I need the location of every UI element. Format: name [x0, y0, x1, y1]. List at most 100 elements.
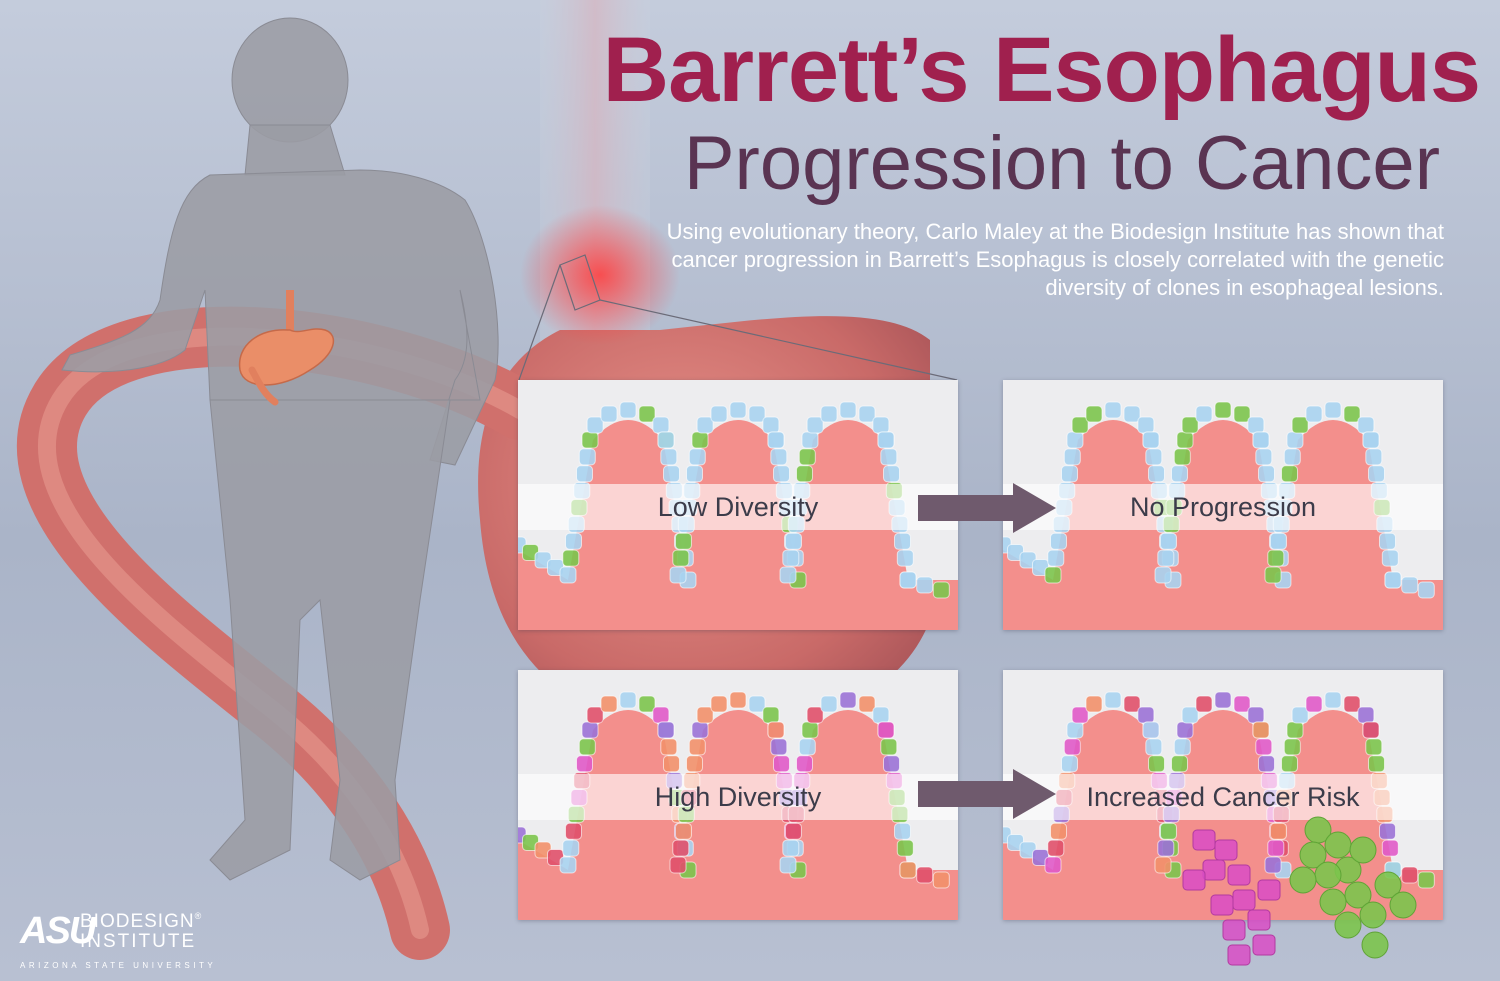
tumor-clusters [1182, 816, 1417, 966]
cell [1104, 401, 1122, 419]
cell [1379, 532, 1396, 550]
cell [877, 431, 895, 449]
logo-biodesign-word: BIODESIGN [80, 911, 195, 932]
cell [663, 465, 680, 483]
cell [688, 448, 706, 466]
logo-university-text: ARIZONA STATE UNIVERSITY [20, 961, 217, 970]
cell [1252, 721, 1270, 739]
cell [657, 721, 675, 739]
cell [1343, 405, 1361, 423]
cell [1171, 465, 1188, 483]
cell [559, 856, 577, 874]
cell [1233, 695, 1251, 713]
description-text: Using evolutionary theory, Carlo Maley a… [666, 219, 1444, 300]
cell [1181, 416, 1199, 434]
cell [1063, 738, 1081, 756]
logo-registered-mark: ® [194, 911, 203, 921]
cell [562, 839, 580, 857]
cell [770, 738, 788, 756]
cell [1047, 549, 1065, 567]
cell [1071, 416, 1089, 434]
cell [1066, 431, 1084, 449]
cell [798, 738, 816, 756]
cell [562, 549, 580, 567]
cell [660, 738, 678, 756]
cell [796, 755, 813, 773]
cell [896, 549, 914, 567]
cell [1291, 706, 1309, 724]
cell [1264, 856, 1282, 874]
cell [1362, 721, 1380, 739]
cell [1255, 448, 1273, 466]
cell [858, 405, 876, 423]
cell [1247, 416, 1265, 434]
cell [779, 566, 797, 584]
cell [770, 448, 788, 466]
cell [1157, 549, 1175, 567]
cell [669, 566, 687, 584]
cell [672, 549, 690, 567]
cell [1343, 695, 1361, 713]
cell [883, 755, 900, 773]
cell [652, 706, 670, 724]
cell [1173, 738, 1191, 756]
cell [1171, 755, 1188, 773]
cell [1044, 566, 1062, 584]
page-title: Barrett’s Esophagus [602, 19, 1481, 121]
cell [782, 839, 800, 857]
cell [586, 416, 604, 434]
panel-no-progression: No Progression [1003, 380, 1443, 630]
cell [1286, 431, 1304, 449]
panel-label-increased-cancer-risk: Increased Cancer Risk [1003, 774, 1443, 820]
arrow-right-icon [918, 483, 1056, 533]
cell [801, 721, 819, 739]
cell [1047, 839, 1065, 857]
cell [916, 576, 934, 594]
cell [696, 416, 714, 434]
cell [1283, 738, 1301, 756]
cell [1148, 465, 1165, 483]
cell [710, 695, 728, 713]
cell [1195, 405, 1213, 423]
cell [798, 448, 816, 466]
cell [1401, 576, 1419, 594]
cell [762, 706, 780, 724]
cell [729, 401, 747, 419]
cell [839, 401, 857, 419]
cell [565, 532, 582, 550]
cell [1214, 401, 1232, 419]
cell [932, 581, 950, 599]
cell [1137, 416, 1155, 434]
cell [1270, 822, 1287, 840]
cell [586, 706, 604, 724]
cell [785, 822, 802, 840]
cell [1267, 549, 1285, 567]
cell [767, 721, 785, 739]
cell [748, 695, 766, 713]
cell [1157, 839, 1175, 857]
logo-institute-text: INSTITUTE [80, 931, 197, 952]
cell [773, 755, 790, 773]
cell [710, 405, 728, 423]
cell [669, 856, 687, 874]
cell [1050, 532, 1067, 550]
cell [1281, 465, 1298, 483]
cell [1142, 721, 1160, 739]
cell [1362, 431, 1380, 449]
cell [600, 405, 618, 423]
cell [773, 465, 790, 483]
cell [1145, 738, 1163, 756]
cell [1368, 465, 1385, 483]
cell [696, 706, 714, 724]
cell [1142, 431, 1160, 449]
cell [1181, 706, 1199, 724]
cell [872, 416, 890, 434]
cell [748, 405, 766, 423]
cell [1281, 755, 1298, 773]
cell [1368, 755, 1385, 773]
cell [652, 416, 670, 434]
cell [691, 431, 709, 449]
cell [675, 532, 692, 550]
cell [1050, 822, 1067, 840]
cell [899, 861, 917, 879]
